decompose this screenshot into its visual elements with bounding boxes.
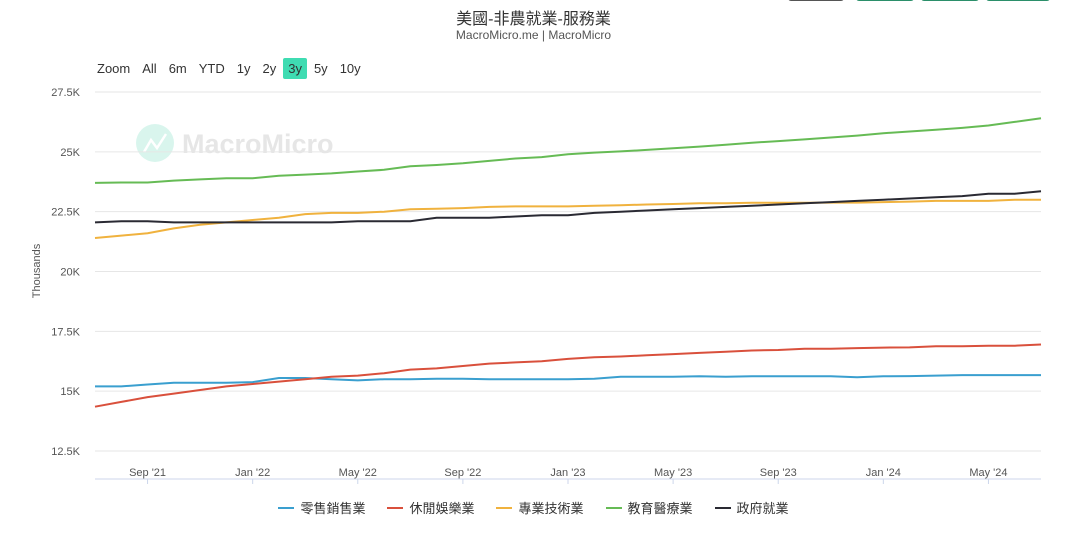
series-line-4[interactable] <box>94 190 1042 224</box>
y-tick-label: 20K <box>60 267 80 279</box>
toolbar-button[interactable] <box>788 0 844 1</box>
legend-item[interactable]: 零售銷售業 <box>278 498 365 517</box>
watermark-text: MacroMicro <box>182 129 334 159</box>
chart-subtitle: MacroMicro.me | MacroMicro <box>455 28 612 42</box>
toolbar-button[interactable] <box>921 0 979 1</box>
legend-label: 休閒娛樂業 <box>409 501 475 516</box>
x-tick-label: May '22 <box>339 467 377 479</box>
legend-swatch <box>714 506 731 509</box>
x-tick-label: Jan '24 <box>866 467 901 479</box>
x-tick-label: Sep '23 <box>760 467 797 479</box>
legend-label: 教育醫療業 <box>627 501 693 516</box>
x-tick-label: May '24 <box>969 467 1007 479</box>
legend-swatch <box>496 506 513 509</box>
legend-label: 政府就業 <box>736 501 789 516</box>
range-selector: Zoom All 6m YTD 1y 2y 3y 5y 10y <box>92 58 368 79</box>
y-tick-label: 15K <box>60 386 80 398</box>
range-5y-button[interactable]: 5y <box>313 61 328 76</box>
toolbar-button[interactable] <box>856 0 914 1</box>
legend: 零售銷售業 休閒娛樂業 專業技術業 教育醫療業 政府就業 <box>0 498 1067 517</box>
y-tick-label: 25K <box>60 147 80 159</box>
legend-swatch <box>605 506 622 509</box>
legend-label: 零售銷售業 <box>300 501 366 516</box>
legend-swatch <box>387 506 404 509</box>
range-10y-button[interactable]: 10y <box>339 61 361 76</box>
y-tick-label: 12.5K <box>51 446 80 458</box>
y-tick-label: 27.5K <box>51 87 80 99</box>
x-tick-label: May '23 <box>654 467 692 479</box>
x-tick-label: Sep '21 <box>129 467 166 479</box>
range-1y-button[interactable]: 1y <box>236 61 251 76</box>
series-line-3[interactable] <box>94 117 1042 184</box>
toolbar-button[interactable] <box>986 0 1050 1</box>
range-3y-button[interactable]: 3y <box>283 58 307 79</box>
range-2y-button[interactable]: 2y <box>262 61 277 76</box>
legend-item[interactable]: 休閒娛樂業 <box>387 498 474 517</box>
series-line-2[interactable] <box>94 198 1041 239</box>
legend-swatch <box>278 506 295 509</box>
y-tick-label: 17.5K <box>51 326 80 338</box>
x-tick-label: Jan '23 <box>550 467 585 479</box>
legend-label: 專業技術業 <box>518 501 584 516</box>
range-6m-button[interactable]: 6m <box>168 61 187 76</box>
legend-item[interactable]: 教育醫療業 <box>605 498 693 517</box>
range-all-button[interactable]: All <box>142 61 157 76</box>
watermark-chart-icon <box>142 133 168 153</box>
series-line-1[interactable] <box>94 343 1042 408</box>
series-line-0[interactable] <box>95 374 1041 388</box>
zoom-label: Zoom <box>97 61 131 76</box>
watermark: MacroMicro <box>136 124 334 162</box>
legend-item[interactable]: 政府就業 <box>714 498 789 517</box>
y-tick-label: 22.5K <box>51 207 80 219</box>
y-axis-label: Thousands <box>31 243 43 298</box>
range-ytd-button[interactable]: YTD <box>198 61 225 76</box>
x-tick-label: Jan '22 <box>235 467 270 479</box>
chart-title: 美國-非農就業-服務業 <box>456 11 611 28</box>
watermark-logo-icon <box>136 124 174 162</box>
x-tick-label: Sep '22 <box>444 467 481 479</box>
legend-item[interactable]: 專業技術業 <box>496 498 584 517</box>
